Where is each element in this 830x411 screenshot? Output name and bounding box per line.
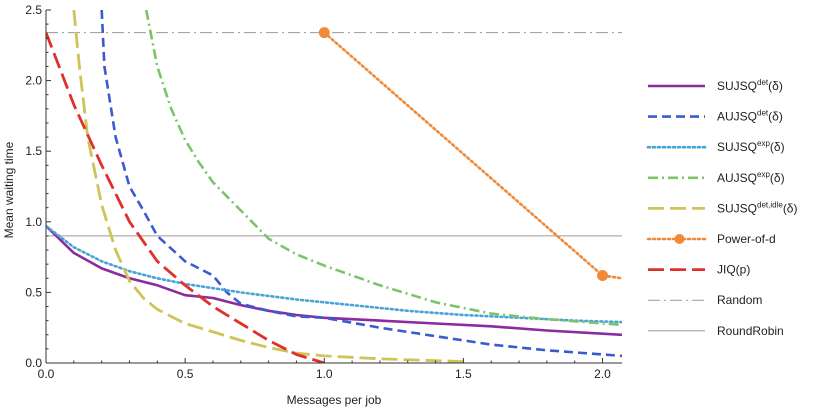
legend-entry-4: SUJSQdet,idle(δ) <box>648 200 797 215</box>
y-tick-label-5: 2.5 <box>25 3 42 17</box>
legend-label-1: AUJSQdet(δ) <box>717 109 783 124</box>
legend-label-7: Random <box>717 293 762 307</box>
axes <box>45 10 622 364</box>
legend-entry-0: SUJSQdet(δ) <box>648 78 783 93</box>
series-line-4 <box>72 10 464 363</box>
legend-label-5: Power-of-d <box>717 232 776 246</box>
x-axis-label: Messages per job <box>287 393 382 407</box>
y-tick-label-0: 0.0 <box>25 356 42 370</box>
y-tick-label-3: 1.5 <box>25 144 42 158</box>
series-line-0 <box>46 225 622 337</box>
series-point-5-0 <box>318 27 330 39</box>
legend: SUJSQdet(δ) AUJSQdet(δ) SUJSQexp(δ) AUJSQex… <box>646 78 797 338</box>
series-line-3 <box>144 10 622 327</box>
legend-label-0: SUJSQdet(δ) <box>717 78 783 93</box>
y-axis-label: Mean waiting time <box>2 141 16 238</box>
series-point-5-1 <box>597 269 609 281</box>
series-line-2 <box>46 224 622 324</box>
legend-entry-5: Power-of-d <box>646 232 776 246</box>
legend-entry-2: SUJSQexp(δ) <box>646 139 785 154</box>
x-tick-label-2: 1.0 <box>316 367 333 381</box>
legend-label-4: SUJSQdet,idle(δ) <box>717 200 797 215</box>
x-tick-label-4: 2.0 <box>594 367 611 381</box>
legend-entry-8: RoundRobin <box>648 324 784 338</box>
series-line-6 <box>46 32 325 363</box>
legend-entry-3: AUJSQexp(δ) <box>648 170 785 185</box>
x-tick-label-3: 1.5 <box>455 367 472 381</box>
legend-entry-7: Random <box>648 293 762 307</box>
x-tick-label-0: 0.0 <box>38 367 55 381</box>
legend-entry-1: AUJSQdet(δ) <box>648 109 783 124</box>
legend-marker-5 <box>674 234 685 244</box>
series-line-5 <box>323 31 622 280</box>
series-line-1 <box>100 10 622 358</box>
legend-label-6: JIQ(p) <box>717 263 750 277</box>
legend-label-3: AUJSQexp(δ) <box>717 170 785 185</box>
legend-label-2: SUJSQexp(δ) <box>717 139 785 154</box>
y-tick-label-4: 2.0 <box>25 74 42 88</box>
y-tick-label-1: 0.5 <box>25 285 42 299</box>
x-tick-label-1: 0.5 <box>177 367 194 381</box>
ticks: 0.0 0.5 1.0 1.5 2.0 0.0 0.5 1.0 1.5 2.0 2.5 <box>25 3 611 381</box>
legend-entry-6: JIQ(p) <box>648 263 750 277</box>
plot-lines <box>46 10 622 363</box>
legend-label-8: RoundRobin <box>717 324 784 338</box>
y-tick-label-2: 1.0 <box>25 215 42 229</box>
